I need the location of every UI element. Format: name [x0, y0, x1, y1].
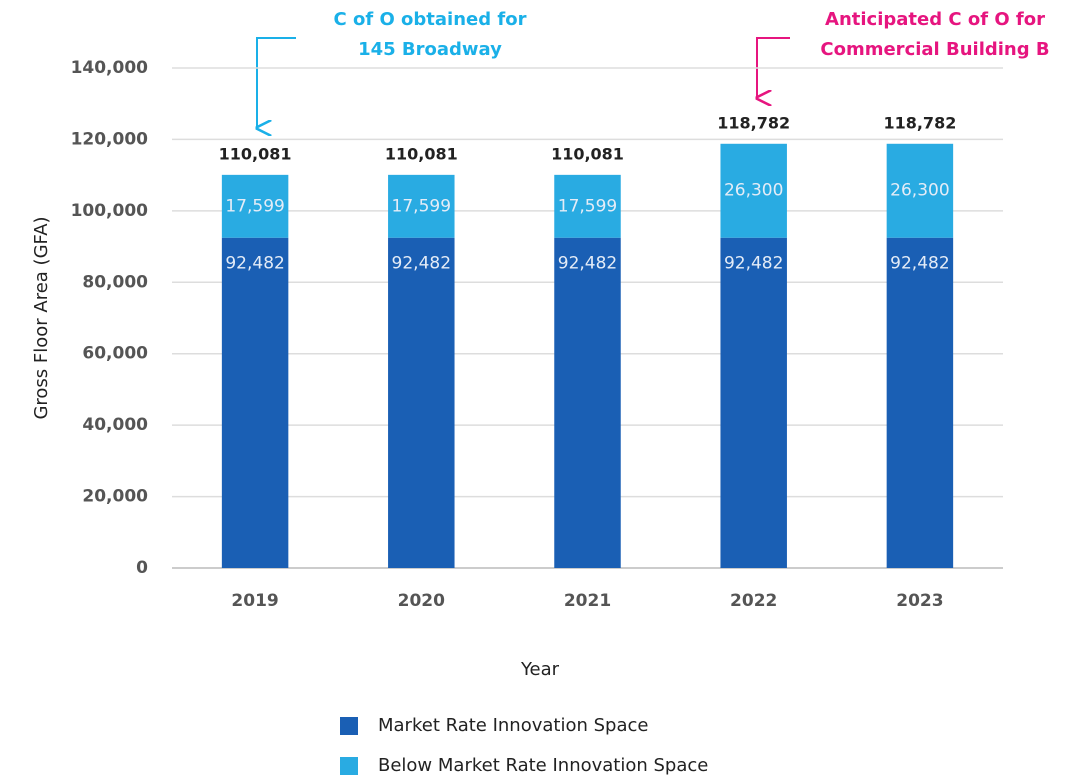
value-label: 92,482 — [558, 254, 617, 274]
total-label: 110,081 — [219, 144, 292, 163]
value-label: 92,482 — [225, 254, 284, 274]
bar-segment — [388, 174, 455, 238]
bar-segment — [886, 237, 954, 568]
y-axis-title: Gross Floor Area (GFA) — [31, 216, 52, 419]
total-label: 110,081 — [385, 144, 458, 163]
bar-segment — [554, 174, 621, 238]
annotation-arrow — [757, 37, 790, 98]
legend-swatch — [340, 757, 358, 775]
bar-segment — [221, 174, 289, 238]
x-tick-label: 2019 — [231, 591, 278, 611]
y-tick-label: 60,000 — [82, 344, 148, 364]
legend-swatch — [340, 717, 358, 735]
x-tick-label: 2022 — [730, 591, 777, 611]
y-tick-label: 140,000 — [71, 58, 149, 78]
bar-segment — [720, 143, 787, 238]
y-tick-label: 100,000 — [71, 201, 149, 221]
legend-label: Market Rate Innovation Space — [378, 715, 648, 736]
value-label: 17,599 — [392, 196, 451, 216]
value-label: 92,482 — [724, 254, 783, 274]
bar-segment — [221, 237, 289, 568]
value-label: 92,482 — [890, 254, 949, 274]
value-label: 17,599 — [225, 196, 284, 216]
total-label: 118,782 — [883, 113, 956, 132]
bar-segment — [554, 237, 621, 568]
annotation: Commercial Building B — [820, 39, 1049, 60]
y-tick-label: 0 — [136, 558, 148, 578]
x-axis-title: Year — [520, 659, 560, 680]
y-tick-label: 80,000 — [82, 272, 148, 292]
annotation: C of O obtained for — [334, 9, 527, 30]
y-tick-label: 20,000 — [82, 487, 148, 507]
value-label: 26,300 — [890, 181, 949, 201]
annotation: Anticipated C of O for — [825, 9, 1045, 30]
value-label: 92,482 — [392, 254, 451, 274]
y-tick-label: 40,000 — [82, 415, 148, 435]
legend-label: Below Market Rate Innovation Space — [378, 755, 708, 776]
annotation: 145 Broadway — [358, 39, 502, 60]
y-tick-label: 120,000 — [71, 129, 149, 149]
total-label: 110,081 — [551, 144, 624, 163]
x-tick-label: 2020 — [398, 591, 445, 611]
bar-segment — [720, 237, 787, 568]
value-label: 17,599 — [558, 196, 617, 216]
annotation-arrow — [257, 37, 296, 128]
x-tick-label: 2023 — [896, 591, 943, 611]
bar-segment — [886, 143, 954, 238]
bar-segment — [388, 237, 455, 568]
value-label: 26,300 — [724, 181, 783, 201]
x-tick-label: 2021 — [564, 591, 611, 611]
total-label: 118,782 — [717, 113, 790, 132]
